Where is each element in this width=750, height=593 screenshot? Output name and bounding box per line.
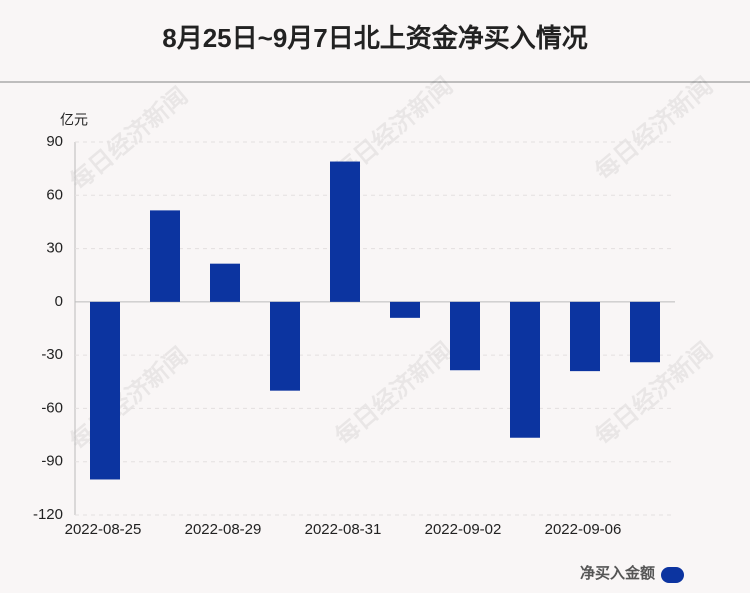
y-unit: 亿元 xyxy=(60,112,88,128)
chart-title: 8月25日~9月7日北上资金净买入情况 xyxy=(162,23,587,53)
x-tick-label: 2022-09-06 xyxy=(545,521,622,538)
bar xyxy=(510,301,540,438)
y-tick-label: 90 xyxy=(46,133,63,150)
y-tick-label: 0 xyxy=(55,293,63,310)
bar xyxy=(270,301,300,391)
legend-label: 净买入金额 xyxy=(580,564,655,582)
bar xyxy=(450,301,480,371)
bar xyxy=(570,301,600,372)
y-tick-label: -30 xyxy=(41,346,63,363)
legend-swatch xyxy=(661,567,684,583)
bar xyxy=(210,263,240,302)
plot-area: -120 -90 -60 -30 0 30 60 90 2022-08-25 2022-08-29… xyxy=(33,133,675,538)
y-tick-label: 30 xyxy=(46,240,63,257)
y-tick-label: 60 xyxy=(46,186,63,203)
y-tick-label: -60 xyxy=(41,399,63,416)
bar xyxy=(150,210,180,302)
x-tick-label: 2022-09-02 xyxy=(425,521,502,538)
x-tick-label: 2022-08-29 xyxy=(185,521,262,538)
bar xyxy=(390,301,420,318)
bar xyxy=(630,301,660,363)
x-tick-label: 2022-08-25 xyxy=(65,521,142,538)
y-tick-label: -90 xyxy=(41,453,63,470)
y-tick-label: -120 xyxy=(33,506,63,523)
bar xyxy=(90,301,120,480)
x-tick-label: 2022-08-31 xyxy=(305,521,382,538)
bar xyxy=(330,161,360,302)
